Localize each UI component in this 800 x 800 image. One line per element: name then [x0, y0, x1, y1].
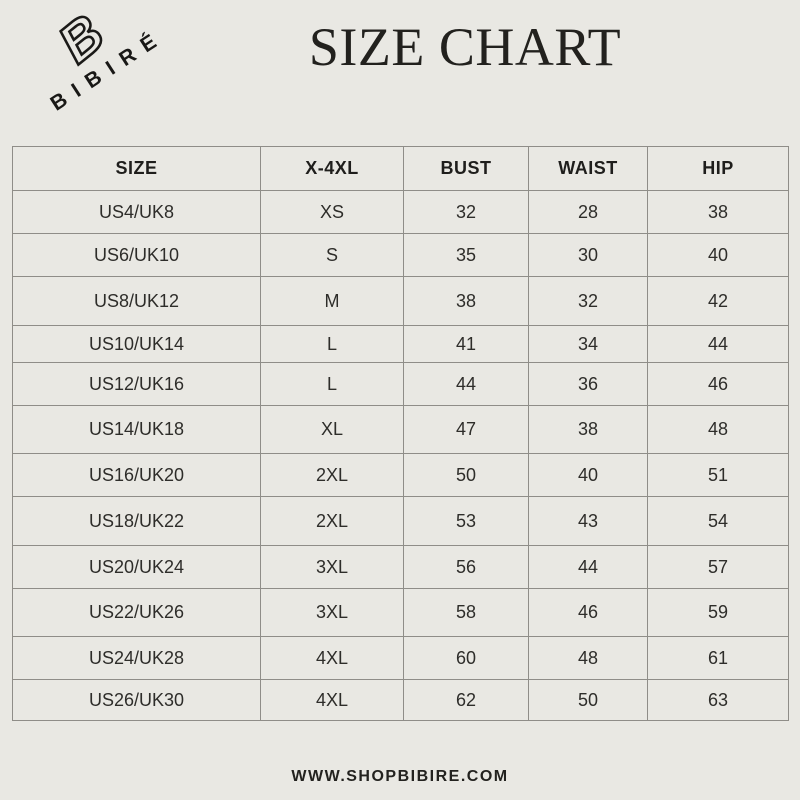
table-cell: 32	[403, 190, 529, 234]
table-cell: 47	[403, 405, 529, 454]
table-cell: XL	[260, 405, 404, 454]
table-cell: US12/UK16	[12, 362, 261, 406]
table-cell: 34	[528, 325, 648, 363]
table-row: US14/UK18 XL 47 38 48	[12, 405, 789, 454]
table-cell: US4/UK8	[12, 190, 261, 234]
table-cell: 61	[647, 636, 789, 680]
table-cell: US18/UK22	[12, 496, 261, 546]
table-cell: 38	[528, 405, 648, 454]
table-cell: 38	[403, 276, 529, 326]
table-cell: L	[260, 325, 404, 363]
table-cell: M	[260, 276, 404, 326]
table-cell: 38	[647, 190, 789, 234]
table-cell: 57	[647, 545, 789, 589]
table-cell: 36	[528, 362, 648, 406]
table-cell: 48	[528, 636, 648, 680]
table-cell: 46	[528, 588, 648, 637]
table-cell: 40	[647, 233, 789, 277]
table-cell: US20/UK24	[12, 545, 261, 589]
table-cell: 50	[403, 453, 529, 497]
table-cell: 54	[647, 496, 789, 546]
table-cell: 42	[647, 276, 789, 326]
page-title: SIZE CHART	[308, 17, 622, 77]
table-row: US24/UK28 4XL 60 48 61	[12, 636, 789, 680]
table-cell: XS	[260, 190, 404, 234]
table-cell: 63	[647, 679, 789, 721]
table-cell: 58	[403, 588, 529, 637]
table-row: US8/UK12 M 38 32 42	[12, 276, 789, 326]
table-cell: L	[260, 362, 404, 406]
table-row: US10/UK14 L 41 34 44	[12, 325, 789, 363]
table-cell: 48	[647, 405, 789, 454]
table-cell: 46	[647, 362, 789, 406]
table-cell: US6/UK10	[12, 233, 261, 277]
table-body: US4/UK8 XS 32 28 38 US6/UK10 S 35 30 40 US8/UK12 M 3…	[12, 190, 789, 721]
table-cell: US14/UK18	[12, 405, 261, 454]
table-cell: 40	[528, 453, 648, 497]
table-cell: 44	[528, 545, 648, 589]
table-header-row: SIZE X-4XL BUST WAIST HIP	[12, 146, 789, 191]
table-cell: 56	[403, 545, 529, 589]
table-cell: US8/UK12	[12, 276, 261, 326]
table-cell: 60	[403, 636, 529, 680]
table-cell: 2XL	[260, 453, 404, 497]
table-cell: 44	[647, 325, 789, 363]
brand-logo-inner: B BIBIRÉ	[0, 0, 177, 127]
table-row: US26/UK30 4XL 62 50 63	[12, 679, 789, 721]
table-cell: 3XL	[260, 588, 404, 637]
table-cell: 2XL	[260, 496, 404, 546]
table-cell: 41	[403, 325, 529, 363]
column-header-hip: HIP	[647, 146, 789, 191]
column-header-size: SIZE	[12, 146, 261, 191]
table-cell: S	[260, 233, 404, 277]
table-cell: 62	[403, 679, 529, 721]
column-header-x-4xl: X-4XL	[260, 146, 404, 191]
table-cell: 43	[528, 496, 648, 546]
table-cell: 3XL	[260, 545, 404, 589]
table-row: US6/UK10 S 35 30 40	[12, 233, 789, 277]
website-text: WWW.SHOPBIBIRE.COM	[291, 768, 509, 785]
table-row: US4/UK8 XS 32 28 38	[12, 190, 789, 234]
table-cell: 44	[403, 362, 529, 406]
table-cell: 30	[528, 233, 648, 277]
table-row: US16/UK20 2XL 50 40 51	[12, 453, 789, 497]
table-cell: 28	[528, 190, 648, 234]
table-cell: 4XL	[260, 636, 404, 680]
table-cell: 50	[528, 679, 648, 721]
table-cell: 35	[403, 233, 529, 277]
table-cell: 59	[647, 588, 789, 637]
table-cell: 32	[528, 276, 648, 326]
table-cell: US24/UK28	[12, 636, 261, 680]
table-row: US18/UK22 2XL 53 43 54	[12, 496, 789, 546]
table-cell: US26/UK30	[12, 679, 261, 721]
table-cell: 51	[647, 453, 789, 497]
table-cell: 4XL	[260, 679, 404, 721]
table-cell: US22/UK26	[12, 588, 261, 637]
table-cell: 53	[403, 496, 529, 546]
table-row: US22/UK26 3XL 58 46 59	[12, 588, 789, 637]
column-header-bust: BUST	[403, 146, 529, 191]
table-row: US12/UK16 L 44 36 46	[12, 362, 789, 406]
column-header-waist: WAIST	[528, 146, 648, 191]
table-cell: US16/UK20	[12, 453, 261, 497]
table-cell: US10/UK14	[12, 325, 261, 363]
size-chart-table: SIZE X-4XL BUST WAIST HIP US4/UK8 XS 32 28 38 US6…	[12, 146, 789, 721]
brand-logo: B BIBIRÉ	[0, 0, 200, 150]
table-row: US20/UK24 3XL 56 44 57	[12, 545, 789, 589]
